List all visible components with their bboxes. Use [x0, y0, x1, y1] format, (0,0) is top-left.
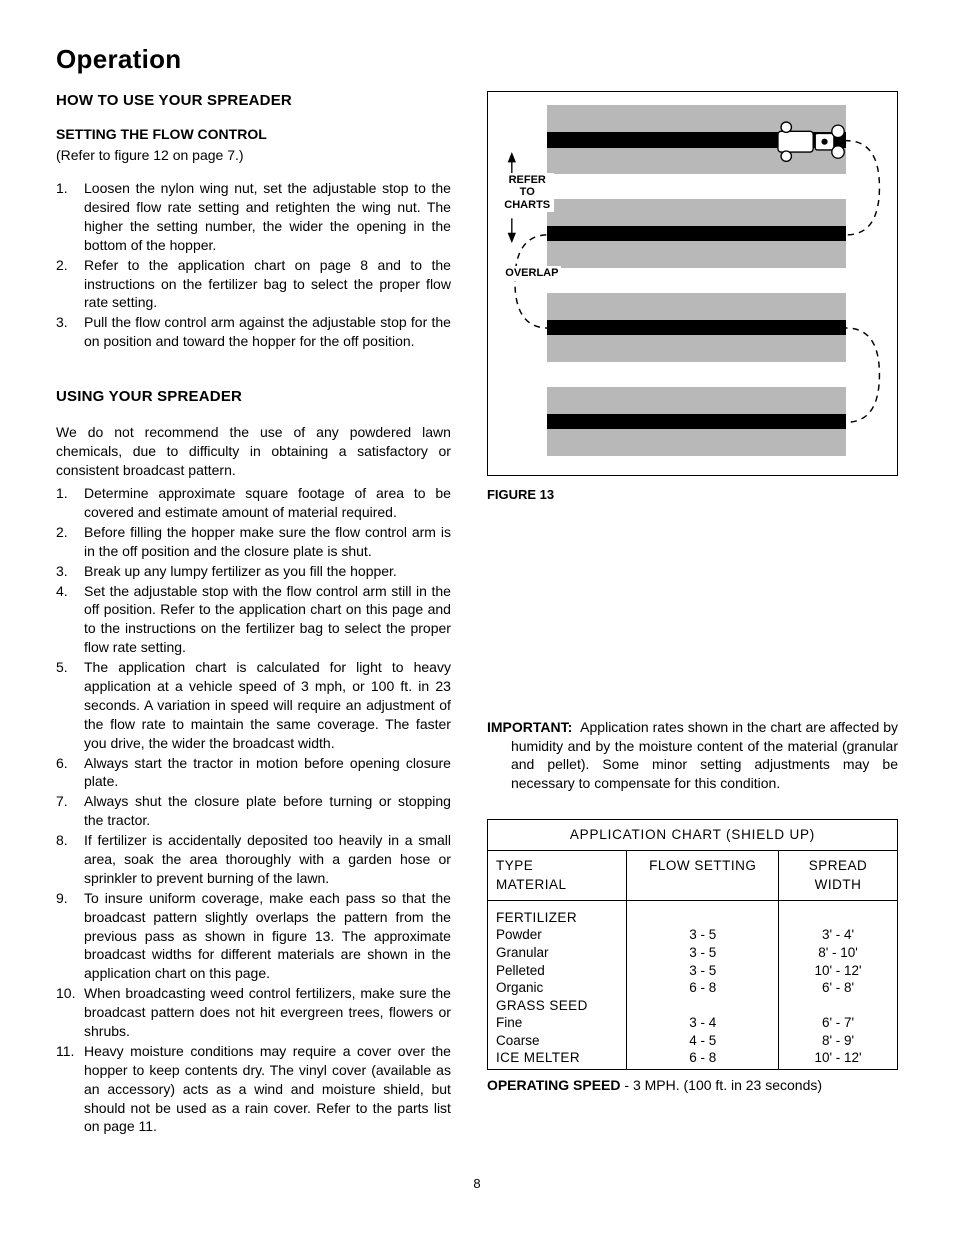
list-item: Always start the tractor in motion befor… — [56, 754, 451, 792]
list-item: Always shut the closure plate before tur… — [56, 792, 451, 830]
col-header-spread: SPREADWIDTH — [779, 851, 898, 900]
list-item: When broadcasting weed control fertilize… — [56, 984, 451, 1041]
left-column: HOW TO USE YOUR SPREADER SETTING THE FLO… — [56, 91, 451, 1137]
list-item: To insure uniform coverage, make each pa… — [56, 889, 451, 983]
refer-figure-12: (Refer to figure 12 on page 7.) — [56, 146, 451, 165]
list-item: Set the adjustable stop with the flow co… — [56, 582, 451, 658]
figure-label-overlap: OVERLAP — [502, 266, 561, 281]
application-chart-table: APPLICATION CHART (SHIELD UP) TYPEMATERI… — [487, 819, 898, 1070]
operating-speed-text: - 3 MPH. (100 ft. in 23 seconds) — [621, 1077, 823, 1093]
subheading-flow-control: SETTING THE FLOW CONTROL — [56, 125, 451, 144]
using-spreader-steps: Determine approximate square footage of … — [56, 484, 451, 1136]
section-heading-how-to-use: HOW TO USE YOUR SPREADER — [56, 91, 451, 111]
col-header-type: TYPEMATERIAL — [487, 851, 626, 900]
page-number: 8 — [56, 1175, 898, 1193]
list-item: Loosen the nylon wing nut, set the adjus… — [56, 179, 451, 255]
important-lead: IMPORTANT: — [487, 719, 572, 735]
figure-13-diagram: REFER TO CHARTS OVERLAP — [487, 91, 898, 476]
list-item: Pull the flow control arm against the ad… — [56, 313, 451, 351]
intro-paragraph: We do not recommend the use of any powde… — [56, 423, 451, 480]
table-cell-type: FERTILIZER Powder Granular Pelleted Orga… — [487, 900, 626, 1069]
list-item: Before filling the hopper make sure the … — [56, 523, 451, 561]
list-item: Refer to the application chart on page 8… — [56, 256, 451, 313]
section-heading-using-spreader: USING YOUR SPREADER — [56, 387, 451, 407]
table-cell-spread: 3' - 4' 8' - 10' 10' - 12' 6' - 8' 6' - … — [779, 900, 898, 1069]
list-item: Break up any lumpy fertilizer as you fil… — [56, 562, 451, 581]
figure-label-refer: REFER TO CHARTS — [500, 173, 554, 213]
operating-speed-note: OPERATING SPEED - 3 MPH. (100 ft. in 23 … — [487, 1076, 898, 1095]
right-column: REFER TO CHARTS OVERLAP FIGURE 13 IMPORT… — [487, 91, 898, 1137]
table-title: APPLICATION CHART (SHIELD UP) — [487, 820, 897, 851]
list-item: Heavy moisture conditions may require a … — [56, 1042, 451, 1136]
table-cell-flow: 3 - 5 3 - 5 3 - 5 6 - 8 3 - 4 4 - 5 6 - … — [627, 900, 779, 1069]
col-header-flow: FLOW SETTING — [627, 851, 779, 900]
list-item: The application chart is calculated for … — [56, 658, 451, 752]
list-item: Determine approximate square footage of … — [56, 484, 451, 522]
list-item: If fertilizer is accidentally deposited … — [56, 831, 451, 888]
figure-caption: FIGURE 13 — [487, 486, 898, 504]
two-column-layout: HOW TO USE YOUR SPREADER SETTING THE FLO… — [56, 91, 898, 1137]
important-note: IMPORTANT: Application rates shown in th… — [487, 718, 898, 794]
flow-control-steps: Loosen the nylon wing nut, set the adjus… — [56, 179, 451, 351]
operating-speed-lead: OPERATING SPEED — [487, 1077, 621, 1093]
path-overlay — [488, 92, 897, 475]
page-title: Operation — [56, 42, 898, 77]
